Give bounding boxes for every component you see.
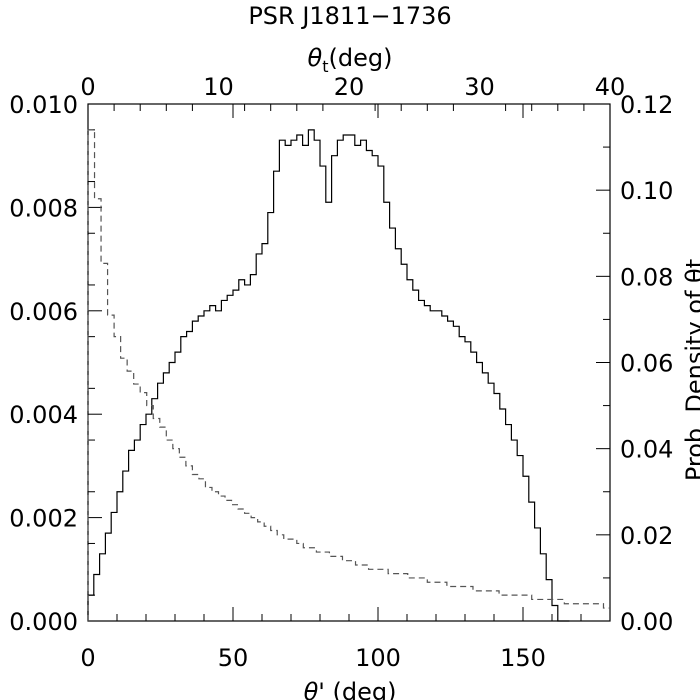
x2-tick-label: 10 [203, 73, 234, 101]
y-tick-label: 0.010 [9, 91, 78, 119]
y2-tick-label: 0.04 [620, 436, 673, 464]
y-tick-label: 0.004 [9, 401, 78, 429]
y2-tick-label: 0.08 [620, 263, 673, 291]
solid-series-line [87, 129, 570, 622]
x-tick-label: 100 [355, 644, 401, 672]
series-lines [87, 129, 610, 622]
dashed-series-line [87, 129, 610, 621]
y2-tick-label: 0.12 [620, 91, 673, 119]
y2-tick-label: 0.06 [620, 350, 673, 378]
x2-tick-label: 40 [595, 73, 626, 101]
y2-tick-label: 0.02 [620, 522, 673, 550]
y2-tick-label: 0.10 [620, 177, 673, 205]
x-tick-label: 50 [218, 644, 249, 672]
top-axis-title: θt(deg) [308, 44, 393, 76]
y-tick-label: 0.008 [9, 194, 78, 222]
y-tick-label: 0.002 [9, 505, 78, 533]
bottom-axis-title: θ' (deg) [304, 678, 397, 700]
right-axis-title: Prob. Density of θt [681, 259, 700, 481]
y-tick-label: 0.006 [9, 298, 78, 326]
x2-tick-label: 0 [80, 73, 95, 101]
y-tick-label: 0.000 [9, 608, 78, 636]
plot-border [87, 103, 611, 622]
axis-ticks: 0 50 100 150 0 10 20 30 40 0.000 0.002 0.004 0.006 0.… [9, 73, 673, 672]
x-tick-label: 0 [80, 644, 95, 672]
plot-frame [87, 103, 611, 622]
x2-tick-label: 20 [334, 73, 365, 101]
x2-tick-label: 30 [464, 73, 495, 101]
y2-tick-label: 0.00 [620, 608, 673, 636]
x-tick-label: 150 [500, 644, 546, 672]
chart-title: PSR J1811−1736 [248, 2, 451, 30]
